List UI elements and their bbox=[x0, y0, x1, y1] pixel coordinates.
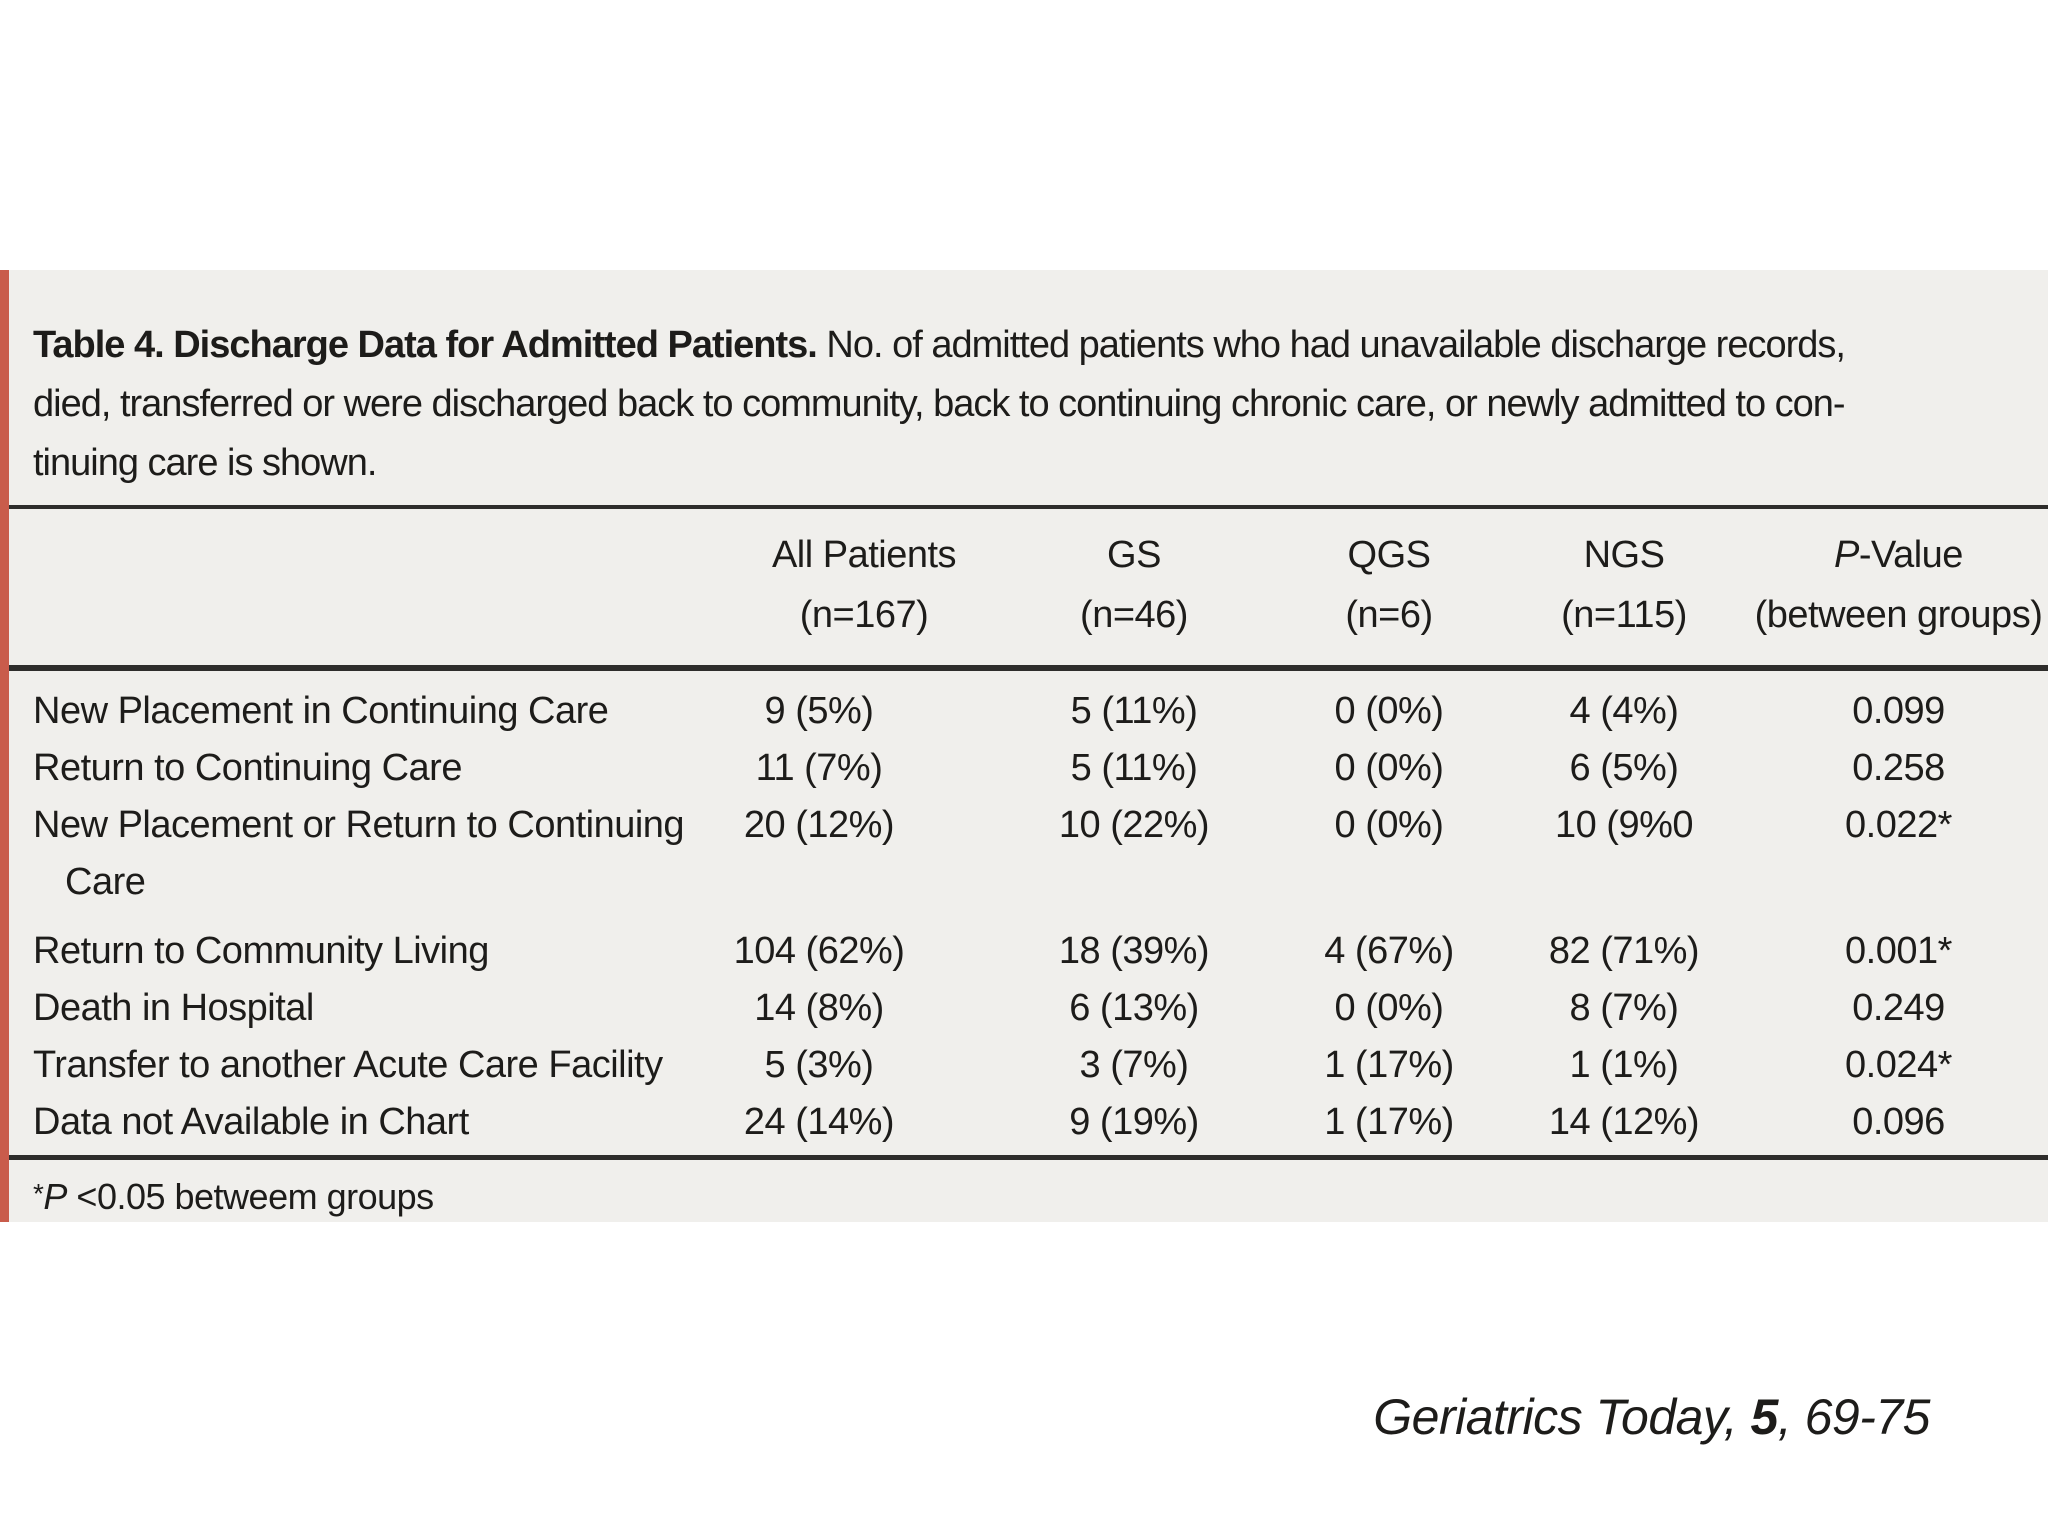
cell-gs: 9 (19%) bbox=[1069, 1101, 1199, 1143]
header-ngs-n: (n=115) bbox=[1561, 594, 1687, 636]
cell-gs: 10 (22%) bbox=[1058, 804, 1210, 846]
table-body: New Placement in Continuing Care 9 (5%) … bbox=[9, 671, 2048, 1155]
cell-qgs: 0 (0%) bbox=[1334, 690, 1444, 732]
header-qgs-n: (n=6) bbox=[1345, 594, 1433, 636]
table-caption: Table 4. Discharge Data for Admitted Pat… bbox=[9, 270, 2048, 505]
column-header-all-patients: All Patients (n=167) bbox=[649, 525, 989, 645]
header-qgs-label: QGS bbox=[1347, 534, 1431, 576]
cell-label: New Placement in Continuing Care bbox=[33, 690, 609, 732]
cell-gs: 6 (13%) bbox=[1069, 987, 1199, 1029]
cell-all-patients: 5 (3%) bbox=[764, 1044, 874, 1086]
cell-all-patients: 14 (8%) bbox=[754, 987, 884, 1029]
column-header-empty bbox=[9, 525, 649, 645]
header-all-patients-label: All Patients bbox=[771, 534, 957, 576]
caption-line-1: Table 4. Discharge Data for Admitted Pat… bbox=[33, 316, 2024, 375]
citation-volume: 5 bbox=[1750, 1389, 1779, 1445]
cell-qgs: 0 (0%) bbox=[1334, 747, 1444, 789]
header-all-patients-n: (n=167) bbox=[799, 594, 929, 636]
cell-label: Transfer to another Acute Care Facility bbox=[33, 1044, 663, 1086]
cell-p-value: 0.258 bbox=[1852, 747, 1945, 789]
table-row: Transfer to another Acute Care Facility … bbox=[9, 1037, 2048, 1094]
column-header-qgs: QGS (n=6) bbox=[1279, 525, 1499, 645]
citation: Geriatrics Today, 5, 69-75 bbox=[1373, 1388, 1930, 1446]
caption-line-1-rest: No. of admitted patients who had unavail… bbox=[816, 324, 1846, 366]
table-footnote: *P <0.05 betweem groups bbox=[9, 1160, 2048, 1219]
column-header-ngs: NGS (n=115) bbox=[1499, 525, 1749, 645]
cell-all-patients: 24 (14%) bbox=[743, 1101, 895, 1143]
cell-label: Data not Available in Chart bbox=[33, 1101, 469, 1143]
cell-ngs: 10 (9%0 bbox=[1554, 804, 1694, 846]
cell-ngs: 6 (5%) bbox=[1569, 747, 1679, 789]
cell-ngs: 4 (4%) bbox=[1569, 690, 1679, 732]
cell-ngs: 1 (1%) bbox=[1569, 1044, 1679, 1086]
cell-ngs: 8 (7%) bbox=[1569, 987, 1679, 1029]
table-row: Death in Hospital 14 (8%) 6 (13%) 0 (0%)… bbox=[9, 980, 2048, 1037]
cell-p-value: 0.001* bbox=[1845, 930, 1952, 972]
header-p-rest: -Value bbox=[1858, 534, 1964, 576]
cell-label: Death in Hospital bbox=[33, 987, 314, 1029]
cell-gs: 5 (11%) bbox=[1070, 690, 1198, 732]
divider-header bbox=[9, 665, 2048, 671]
cell-label-line-2: Care bbox=[65, 861, 146, 903]
cell-ngs: 14 (12%) bbox=[1548, 1101, 1700, 1143]
cell-qgs: 1 (17%) bbox=[1324, 1044, 1454, 1086]
table-row: Return to Continuing Care 11 (7%) 5 (11%… bbox=[9, 740, 2048, 797]
table-row: Return to Community Living 104 (62%) 18 … bbox=[9, 923, 2048, 980]
column-header-p-value: P-Value (between groups) bbox=[1749, 525, 2048, 645]
table-panel: Table 4. Discharge Data for Admitted Pat… bbox=[9, 270, 2048, 1222]
table-row: New Placement or Return to Continuing Ca… bbox=[9, 797, 2048, 911]
table-row: Data not Available in Chart 24 (14%) 9 (… bbox=[9, 1094, 2048, 1151]
cell-p-value: 0.024* bbox=[1845, 1044, 1952, 1086]
cell-qgs: 1 (17%) bbox=[1324, 1101, 1454, 1143]
cell-qgs: 0 (0%) bbox=[1334, 987, 1444, 1029]
citation-pages: , 69-75 bbox=[1777, 1389, 1931, 1445]
cell-gs: 5 (11%) bbox=[1070, 747, 1198, 789]
cell-qgs: 4 (67%) bbox=[1324, 930, 1454, 972]
cell-ngs: 82 (71%) bbox=[1548, 930, 1700, 972]
cell-label-line-1: New Placement or Return to Continuing bbox=[33, 804, 685, 846]
cell-label: Return to Community Living bbox=[33, 930, 489, 972]
cell-p-value: 0.022* bbox=[1845, 804, 1952, 846]
cell-gs: 18 (39%) bbox=[1058, 930, 1210, 972]
table-row: New Placement in Continuing Care 9 (5%) … bbox=[9, 683, 2048, 740]
cell-all-patients: 104 (62%) bbox=[733, 930, 905, 972]
citation-journal: Geriatrics Today, bbox=[1373, 1389, 1751, 1445]
cell-p-value: 0.096 bbox=[1852, 1101, 1945, 1143]
cell-label: Return to Continuing Care bbox=[33, 747, 462, 789]
header-p-between-groups: (between groups) bbox=[1754, 594, 2043, 636]
header-ngs-label: NGS bbox=[1583, 534, 1665, 576]
footnote-asterisk: * bbox=[33, 1178, 44, 1209]
caption-line-2: died, transferred or were discharged bac… bbox=[33, 383, 1846, 425]
cell-p-value: 0.249 bbox=[1852, 987, 1945, 1029]
header-gs-n: (n=46) bbox=[1080, 594, 1188, 636]
cell-all-patients: 11 (7%) bbox=[755, 747, 883, 789]
caption-title: Table 4. Discharge Data for Admitted Pat… bbox=[33, 324, 818, 366]
caption-line-3: tinuing care is shown. bbox=[33, 442, 377, 484]
cell-gs: 3 (7%) bbox=[1079, 1044, 1189, 1086]
header-gs-label: GS bbox=[1107, 534, 1161, 576]
left-accent-strip bbox=[0, 270, 9, 1222]
divider-top bbox=[9, 505, 2048, 509]
header-p-italic: P bbox=[1834, 534, 1859, 576]
footnote-text: <0.05 betweem groups bbox=[66, 1176, 434, 1217]
cell-all-patients: 20 (12%) bbox=[743, 804, 895, 846]
cell-p-value: 0.099 bbox=[1852, 690, 1945, 732]
cell-all-patients: 9 (5%) bbox=[764, 690, 874, 732]
column-header-gs: GS (n=46) bbox=[989, 525, 1279, 645]
footnote-p-italic: P bbox=[43, 1176, 67, 1217]
table-header-row: All Patients (n=167) GS (n=46) QGS (n=6)… bbox=[9, 509, 2048, 665]
cell-qgs: 0 (0%) bbox=[1334, 804, 1444, 846]
cell-label: New Placement or Return to Continuing Ca… bbox=[9, 797, 685, 911]
divider-bottom bbox=[9, 1155, 2048, 1160]
